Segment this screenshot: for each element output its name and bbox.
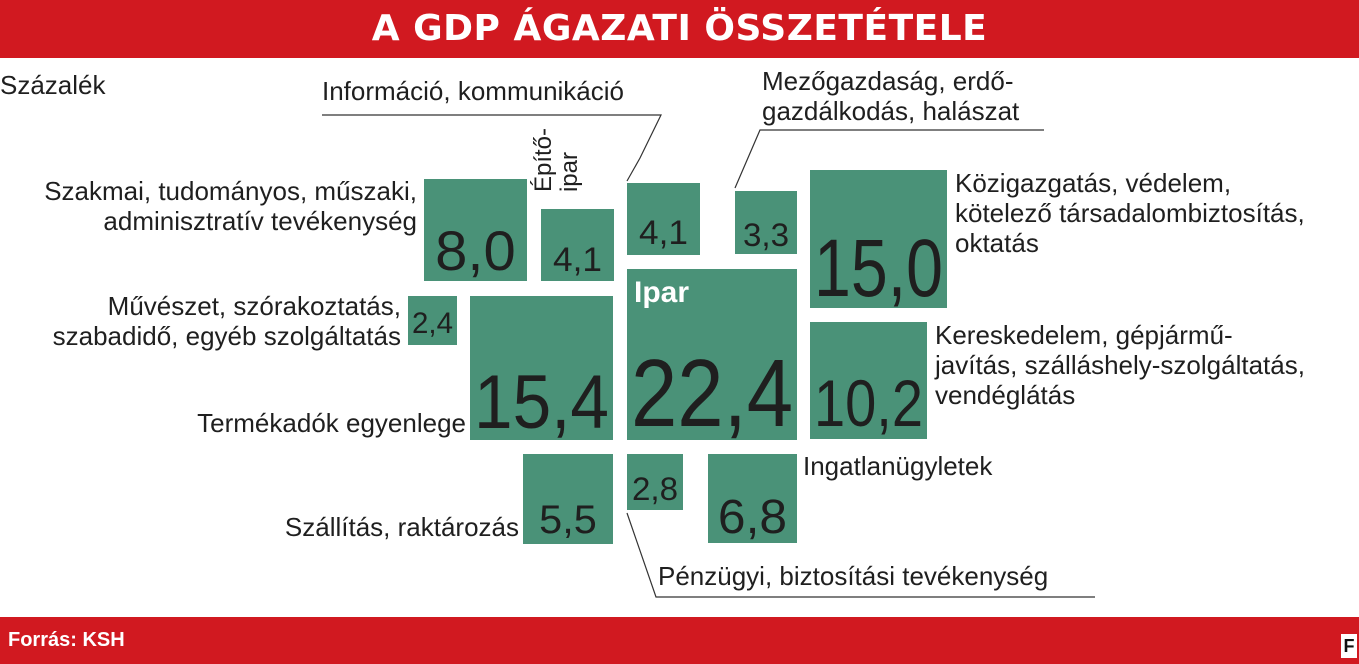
tile-kereskedelem — [810, 322, 927, 439]
label-szallitas: Szállítás, raktározás — [284, 512, 519, 542]
value-label-kereskedelem: 10,2 — [814, 366, 923, 440]
tile-penzugy — [627, 454, 683, 510]
label-muveszet-line1: Művészet, szórakoztatás, — [107, 291, 401, 321]
value-label-szakmai: 8,0 — [435, 219, 516, 282]
value-label-penzugy: 2,8 — [632, 471, 678, 507]
label-epito-line1: Építő- — [530, 128, 557, 193]
chart-title: A GDP ÁGAZATI ÖSSZETÉTELE — [0, 0, 1359, 58]
tile-kozigazgatas — [810, 170, 947, 308]
label-keresk-line1: Kereskedelem, gépjármű- — [935, 320, 1233, 350]
label-kozig-line1: Közigazgatás, védelem, — [955, 168, 1232, 198]
label-mezo-line2: gazdálkodás, halászat — [762, 96, 1020, 126]
value-label-ingatlan: 6,8 — [718, 491, 787, 544]
source-note: Forrás: KSH — [8, 629, 125, 651]
leader-penzugy — [626, 512, 1095, 598]
tile-informacio — [627, 183, 700, 255]
label-mezo-line1: Mezőgazdaság, erdő- — [762, 66, 1014, 96]
label-mezogazdasag: Mezőgazdaság, erdő- gazdálkodás, halásza… — [762, 66, 1019, 126]
tile-termekadok — [470, 296, 613, 440]
tile-ipar — [627, 269, 797, 440]
value-label-informacio: 4,1 — [639, 214, 688, 252]
footer-bar — [0, 617, 1359, 664]
label-epitoipar: Építő- ipar — [530, 128, 583, 193]
label-kereskedelem: Kereskedelem, gépjármű- javítás, szállás… — [935, 320, 1305, 410]
leader-info — [322, 114, 662, 182]
label-keresk-line2: javítás, szálláshely-szolgáltatás, — [935, 350, 1305, 380]
label-epito-line2: ipar — [556, 152, 583, 193]
value-label-szallitas: 5,5 — [539, 498, 597, 542]
label-muveszet: Művészet, szórakoztatás, szabadidő, egyé… — [53, 291, 401, 351]
label-szakmai-line1: Szakmai, tudományos, műszaki, — [44, 176, 417, 206]
value-label-epitoipar: 4,1 — [553, 241, 602, 279]
label-kozig-line2: kötelező társadalombiztosítás, — [955, 198, 1305, 228]
label-info: Információ, kommunikáció — [322, 76, 624, 106]
leader-mezogazdasag — [734, 129, 1044, 189]
value-label-muveszet: 2,4 — [412, 307, 453, 340]
tile-epitoipar — [541, 209, 614, 281]
label-keresk-line3: vendéglátás — [935, 380, 1076, 410]
label-kozigazgatas: Közigazgatás, védelem, kötelező társadal… — [955, 168, 1305, 258]
tile-mezogazdasag — [735, 191, 797, 254]
tile-szallitas — [523, 454, 613, 544]
tile-muveszet — [408, 296, 457, 345]
label-ingatlan: Ingatlanügyletek — [803, 451, 993, 481]
label-penzugy: Pénzügyi, biztosítási tevékenység — [658, 561, 1049, 591]
value-label-ipar: 22,4 — [631, 340, 793, 447]
value-label-kozigazgatas: 15,0 — [814, 223, 943, 314]
brand-logo: F — [1341, 634, 1357, 658]
value-label-termekadok: 15,4 — [474, 360, 609, 445]
label-muveszet-line2: szabadidő, egyéb szolgáltatás — [52, 321, 401, 351]
tile-szakmai — [424, 179, 527, 281]
label-szakmai: Szakmai, tudományos, műszaki, adminisztr… — [44, 176, 417, 236]
unit-label: Százalék — [0, 70, 106, 100]
value-label-mezogazdasag: 3,3 — [743, 217, 789, 253]
label-termekadok: Termékadók egyenlege — [197, 408, 466, 438]
tile-ingatlan — [708, 454, 797, 543]
label-szakmai-line2: adminisztratív tevékenység — [103, 206, 417, 236]
label-ipar: Ipar — [634, 276, 689, 309]
label-kozig-line3: oktatás — [955, 228, 1039, 258]
